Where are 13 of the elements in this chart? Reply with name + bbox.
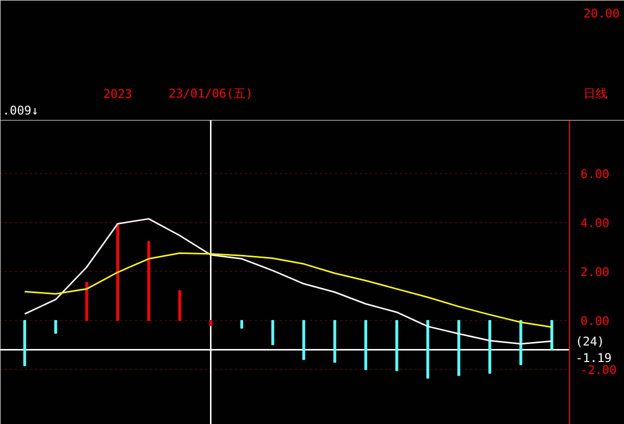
text: 日线 xyxy=(584,86,608,100)
line-series xyxy=(24,252,553,328)
y-tick-label: 0.00 xyxy=(580,314,610,328)
text: .009↓ xyxy=(2,104,39,118)
x-tick-label: 2023 xyxy=(103,87,132,101)
y-tick-label: 2.00 xyxy=(580,265,610,280)
text: (24) xyxy=(576,334,604,348)
y-tick-label: 4.00 xyxy=(580,216,610,230)
ref-line-label: -1.19 xyxy=(576,351,612,366)
y-tick-label: -2.00 xyxy=(580,363,617,378)
x-tick-label: 23/01/06(五) xyxy=(168,86,253,100)
y-tick-label: 6.00 xyxy=(580,166,610,181)
text: 20.00 xyxy=(584,6,620,20)
